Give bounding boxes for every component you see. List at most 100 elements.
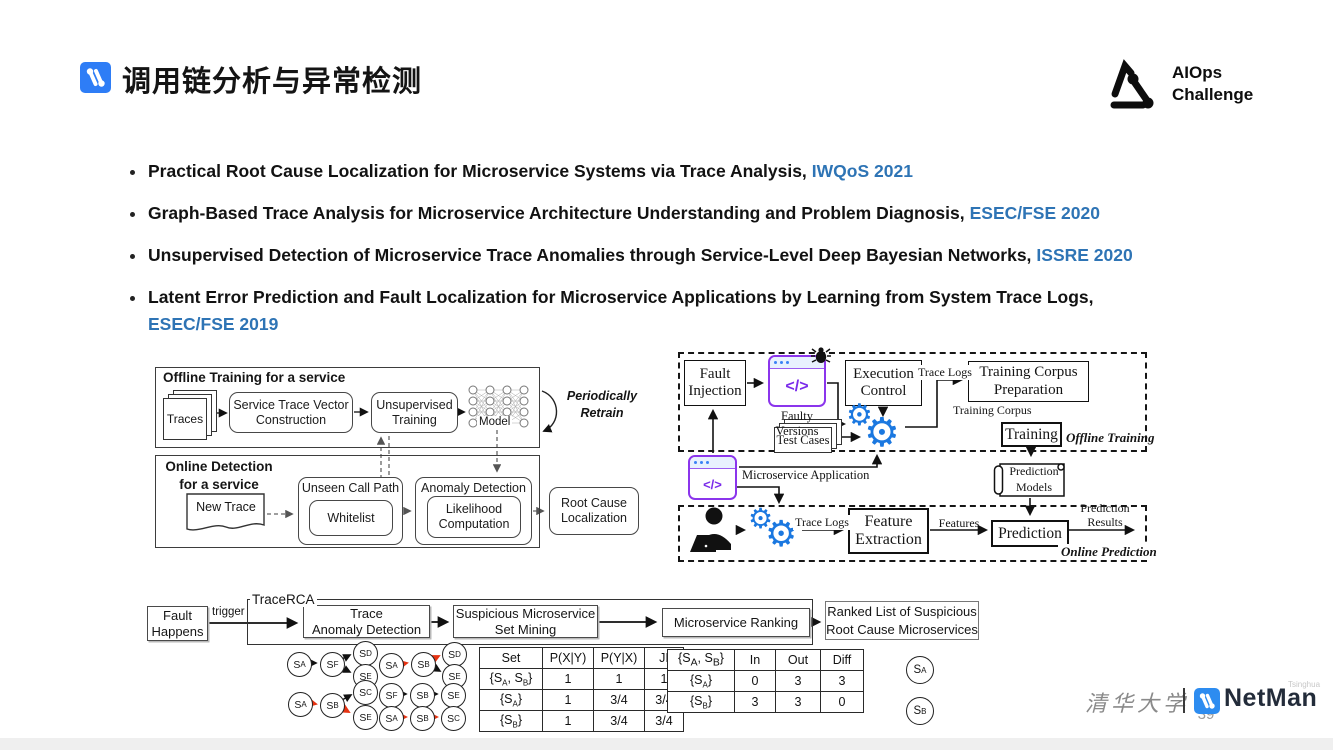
service-trace-vector-box: Service Trace Vector Construction xyxy=(229,392,353,433)
code-icon: </> xyxy=(785,378,809,395)
training-box: Training xyxy=(1001,422,1062,447)
netman-brand-label: NetMan xyxy=(1224,684,1318,712)
gear-icon: ⚙ xyxy=(864,410,900,456)
table-cell: 3 xyxy=(734,691,776,713)
prediction-box: Prediction xyxy=(991,520,1069,547)
footer-divider xyxy=(1183,688,1185,713)
table-cell: 1 xyxy=(542,689,594,711)
new-trace-label: New Trace xyxy=(196,500,256,514)
col-header: P(X|Y) xyxy=(542,647,594,669)
online-prediction-label: Online Prediction xyxy=(1058,544,1160,560)
suspicious-set-mining-box: Suspicious Microservice Set Mining xyxy=(453,605,598,638)
bullet-item: Latent Error Prediction and Fault Locali… xyxy=(148,284,1248,338)
table-cell: 1 xyxy=(593,668,645,690)
gear-icon: ⚙ xyxy=(846,398,873,433)
paper-title: Practical Root Cause Localization for Mi… xyxy=(148,161,807,181)
table-cell: 0 xyxy=(820,691,864,713)
table-cell: 3/4 xyxy=(644,710,684,732)
col-header: Diff xyxy=(820,649,864,671)
venue-link[interactable]: IWQoS 2021 xyxy=(811,161,913,181)
netman-footer-icon xyxy=(1194,688,1220,714)
bug-icon xyxy=(811,347,831,363)
bullet-item: Practical Root Cause Localization for Mi… xyxy=(148,158,1248,185)
table-cell: 1 xyxy=(542,668,594,690)
online-prediction-dashed-frame xyxy=(678,505,1147,562)
venue-link[interactable]: ESEC/FSE 2020 xyxy=(969,203,1100,223)
bullet-item: Unsupervised Detection of Microservice T… xyxy=(148,242,1248,269)
bullet-dot xyxy=(130,170,135,175)
table-cell: 0 xyxy=(734,670,776,692)
prediction-models-scroll-icon: Prediction Models xyxy=(993,461,1069,504)
netman-tsinghua-sup: Tsinghua xyxy=(1288,680,1321,689)
model-label: Model xyxy=(477,416,513,428)
trace-anomaly-detection-box: Trace Anomaly Detection xyxy=(303,605,430,638)
training-corpus-label: Training Corpus xyxy=(953,403,1043,418)
new-trace-icon: New Trace xyxy=(185,492,267,541)
window-bar xyxy=(690,457,735,469)
venue-link[interactable]: ESEC/FSE 2019 xyxy=(148,314,279,334)
offline-training-title: Offline Training for a service xyxy=(163,370,346,385)
col-header: Out xyxy=(775,649,821,671)
window-bar xyxy=(770,357,824,369)
code-icon: </> xyxy=(703,476,722,492)
online-detection-title: Online Detection for a service xyxy=(165,459,273,493)
prediction-results-label: Prediction Results xyxy=(1080,501,1130,530)
trace-logs-label-top: Trace Logs xyxy=(918,365,978,380)
trace-logs-label-bottom: Trace Logs xyxy=(793,515,851,530)
unsupervised-training-box: Unsupervised Training xyxy=(371,392,458,433)
bullet-dot xyxy=(130,296,135,301)
fault-happens-box: Fault Happens xyxy=(147,606,208,641)
microservice-app-code-window-icon: </> xyxy=(688,455,737,500)
ranking-table: {SA, SB} In Out Diff {SA} 0 3 3 {SB} 3 3… xyxy=(667,649,864,713)
microservice-application-label: Microservice Application xyxy=(742,468,870,482)
fault-injection-box: Fault Injection xyxy=(684,360,746,406)
table-cell: 3/4 xyxy=(593,710,645,732)
venue-link[interactable]: ISSRE 2020 xyxy=(1036,245,1133,265)
offline-training-dashed-frame xyxy=(678,352,1147,452)
table-cell: 3/4 xyxy=(593,689,645,711)
likelihood-computation-box: Likelihood Computation xyxy=(427,496,521,538)
table-cell: 3 xyxy=(820,670,864,692)
mining-metrics-table: Set P(X|Y) P(Y|X) JI {SA, SB} 1 1 1 {SA}… xyxy=(479,647,684,732)
whitelist-box: Whitelist xyxy=(309,500,393,536)
gear-icon: ⚙ xyxy=(748,502,774,535)
aiops-challenge-label: AIOps Challenge xyxy=(1172,63,1254,105)
faulty-versions-label: Faulty Versions xyxy=(775,409,819,438)
traces-label: Traces xyxy=(163,398,207,440)
table-cell: 3 xyxy=(775,670,821,692)
paper-title: Graph-Based Trace Analysis for Microserv… xyxy=(148,203,965,223)
test-cases-label: Test Cases xyxy=(774,427,832,453)
paper-title: Unsupervised Detection of Microservice T… xyxy=(148,245,1032,265)
execution-control-box: Execution Control xyxy=(845,360,922,406)
tracerca-label: TraceRCA xyxy=(250,592,317,607)
table-cell: {SA} xyxy=(667,670,735,692)
periodically-retrain-label: Periodically Retrain xyxy=(566,389,638,420)
bullet-item: Graph-Based Trace Analysis for Microserv… xyxy=(148,200,1248,227)
table-cell: 3 xyxy=(775,691,821,713)
netman-logo-icon xyxy=(80,62,111,93)
offline-training-label: Offline Training xyxy=(1066,430,1155,445)
paper-title: Latent Error Prediction and Fault Locali… xyxy=(148,287,1094,307)
aiops-challenge-icon xyxy=(1110,59,1154,109)
page-title: 调用链分析与异常检测 xyxy=(122,66,423,98)
table-cell: {SA, SB} xyxy=(479,668,543,690)
col-header: Set xyxy=(479,647,543,669)
root-cause-localization-box: Root Cause Localization xyxy=(549,487,639,535)
offline-training-frame xyxy=(155,367,540,448)
feature-extraction-box: Feature Extraction xyxy=(848,508,929,554)
table-cell: 1 xyxy=(542,710,594,732)
